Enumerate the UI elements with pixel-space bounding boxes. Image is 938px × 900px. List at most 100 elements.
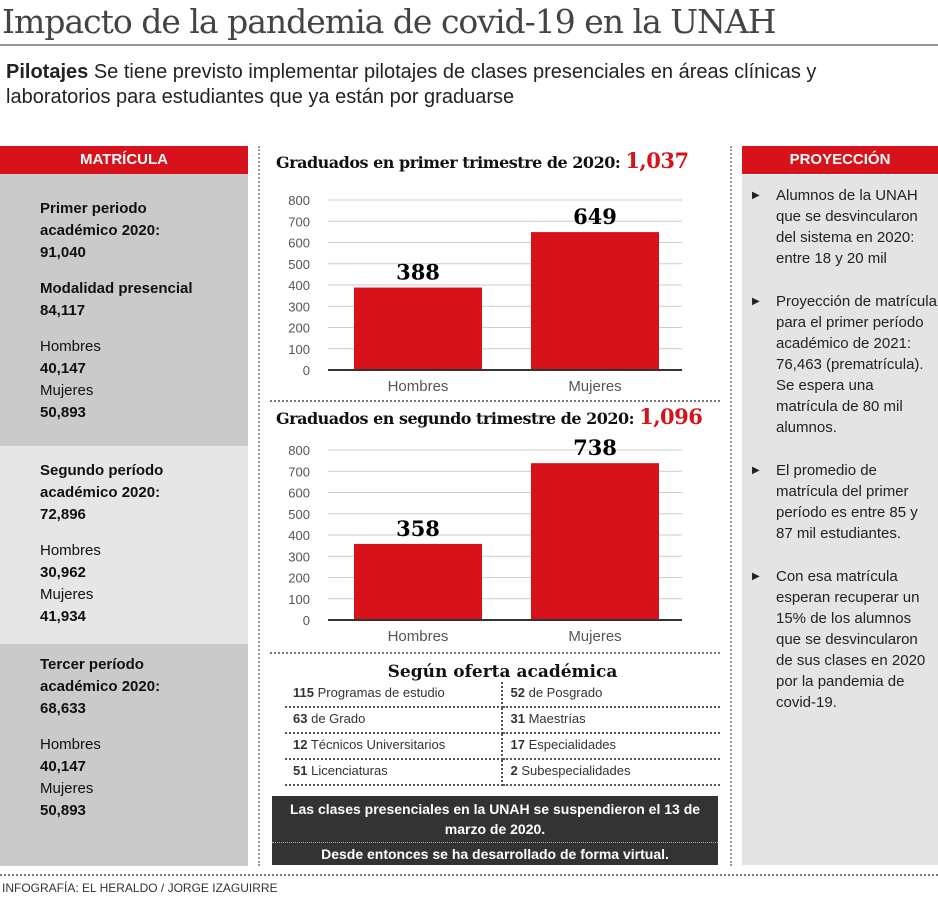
oferta-label: de Grado <box>311 711 366 726</box>
y-tick-label: 600 <box>288 486 310 501</box>
y-tick-label: 600 <box>288 236 310 251</box>
oferta-section: Según oferta académica 115 Programas de … <box>285 662 720 786</box>
women-label: Mujeres <box>40 382 94 399</box>
y-tick-label: 100 <box>288 342 310 357</box>
proyeccion-item: Con esa matrícula esperan recuperar un 1… <box>742 566 938 713</box>
notice-suspension: Las clases presenciales en la UNAH se su… <box>272 796 718 842</box>
oferta-item: 52 de Posgrado <box>502 682 720 708</box>
oferta-label: Subespecialidades <box>521 763 631 778</box>
chart1-total: 1,037 <box>625 148 689 173</box>
subtitle: Pilotajes Se tiene previsto implementar … <box>6 60 926 110</box>
oferta-label: de Posgrado <box>528 685 603 700</box>
chart2-title: Graduados en segundo trimestre de 2020: … <box>276 404 703 429</box>
oferta-count: 17 <box>510 737 525 752</box>
x-tick-label: Mujeres <box>568 378 621 395</box>
proyeccion-header: PROYECCIÓN <box>742 146 938 174</box>
men-label: Hombres <box>40 542 101 559</box>
divider <box>0 874 938 876</box>
women-value: 50,893 <box>40 802 86 819</box>
subtitle-lead: Pilotajes <box>6 61 89 83</box>
y-tick-label: 800 <box>288 193 310 208</box>
oferta-label: Especialidades <box>528 737 617 752</box>
men-label: Hombres <box>40 338 101 355</box>
women-label: Mujeres <box>40 586 94 603</box>
y-tick-label: 500 <box>288 507 310 522</box>
x-tick-label: Hombres <box>388 378 449 395</box>
notice-virtual: Desde entonces se ha desarrollado de for… <box>272 842 718 865</box>
period-title: Tercer período académico 2020: 68,633 <box>40 656 161 717</box>
data-label: 738 <box>573 435 617 460</box>
y-tick-label: 200 <box>288 321 310 336</box>
oferta-item: 115 Programas de estudio <box>285 682 503 708</box>
y-tick-label: 400 <box>288 528 310 543</box>
oferta-count: 51 <box>293 763 308 778</box>
oferta-count: 115 <box>293 685 314 700</box>
x-tick-label: Hombres <box>388 628 449 645</box>
bar-hombres <box>354 287 482 370</box>
men-value: 40,147 <box>40 758 86 775</box>
bar-hombres <box>354 543 482 620</box>
oferta-label: Programas de estudio <box>317 685 445 700</box>
oferta-item: 31 Maestrías <box>502 708 720 734</box>
proyeccion-item: Alumnos de la UNAH que se desvincularon … <box>742 185 938 269</box>
divider <box>730 146 732 866</box>
chart2-total: 1,096 <box>639 404 703 429</box>
data-label: 358 <box>396 516 440 541</box>
oferta-count: 12 <box>293 737 308 752</box>
divider <box>270 652 720 654</box>
women-value: 41,934 <box>40 608 86 625</box>
y-tick-label: 300 <box>288 299 310 314</box>
oferta-count: 52 <box>510 685 525 700</box>
y-tick-label: 800 <box>288 443 310 458</box>
oferta-count: 2 <box>510 763 518 778</box>
proyeccion-item: Proyección de matrícula para el primer p… <box>742 291 938 438</box>
oferta-label: Maestrías <box>528 711 586 726</box>
y-tick-label: 200 <box>288 571 310 586</box>
period-3: Tercer período académico 2020: 68,633 Ho… <box>0 644 248 866</box>
oferta-count: 63 <box>293 711 308 726</box>
chart1: 0 100 200 300 400 500 600 700 800 388 Hombres 649 Mu… <box>288 193 682 395</box>
page-title: Impacto de la pandemia de covid-19 en la… <box>2 2 777 41</box>
y-tick-label: 100 <box>288 592 310 607</box>
oferta-label: Técnicos Universitarios <box>310 737 446 752</box>
oferta-item: 12 Técnicos Universitarios <box>285 734 503 760</box>
women-value: 50,893 <box>40 404 86 421</box>
oferta-title: Según oferta académica <box>387 662 618 682</box>
y-tick-label: 0 <box>303 613 310 628</box>
oferta-item: 51 Licenciaturas <box>285 760 503 786</box>
credit: INFOGRAFÍA: EL HERALDO / JORGE IZAGUIRRE <box>2 881 278 895</box>
period-title: Segundo período académico 2020: 72,896 <box>40 462 164 523</box>
y-tick-label: 300 <box>288 549 310 564</box>
period-1: Primer periodo académico 2020: 91,040 Mo… <box>0 174 248 446</box>
proyeccion-item: El promedio de matrícula del primer perí… <box>742 460 938 544</box>
oferta-item: 63 de Grado <box>285 708 503 734</box>
divider <box>0 44 938 46</box>
period-2: Segundo período académico 2020: 72,896 H… <box>0 446 248 644</box>
chart1-title: Graduados en primer trimestre de 2020: 1… <box>276 148 689 173</box>
matricula-header: MATRÍCULA <box>0 146 248 174</box>
data-label: 388 <box>396 260 440 285</box>
divider <box>258 146 260 866</box>
proyeccion-panel: Alumnos de la UNAH que se desvincularon … <box>742 175 938 865</box>
y-tick-label: 700 <box>288 214 310 229</box>
period-title: Primer periodo académico 2020: 91,040 <box>40 200 161 261</box>
divider <box>270 400 720 402</box>
y-tick-label: 400 <box>288 278 310 293</box>
y-tick-label: 500 <box>288 257 310 272</box>
bar-mujeres <box>531 232 659 370</box>
oferta-count: 31 <box>510 711 525 726</box>
men-value: 40,147 <box>40 360 86 377</box>
modality-label: Modalidad presencial <box>40 280 193 297</box>
y-tick-label: 0 <box>303 363 310 378</box>
oferta-item: 2 Subespecialidades <box>502 760 720 786</box>
data-label: 649 <box>573 204 617 229</box>
x-tick-label: Mujeres <box>568 628 621 645</box>
oferta-item: 17 Especialidades <box>502 734 720 760</box>
men-value: 30,962 <box>40 564 86 581</box>
men-label: Hombres <box>40 736 101 753</box>
oferta-label: Licenciaturas <box>311 763 388 778</box>
bar-mujeres <box>531 463 659 620</box>
subtitle-text: Se tiene previsto implementar pilotajes … <box>6 61 817 108</box>
women-label: Mujeres <box>40 780 94 797</box>
modality-value: 84,117 <box>40 302 86 319</box>
